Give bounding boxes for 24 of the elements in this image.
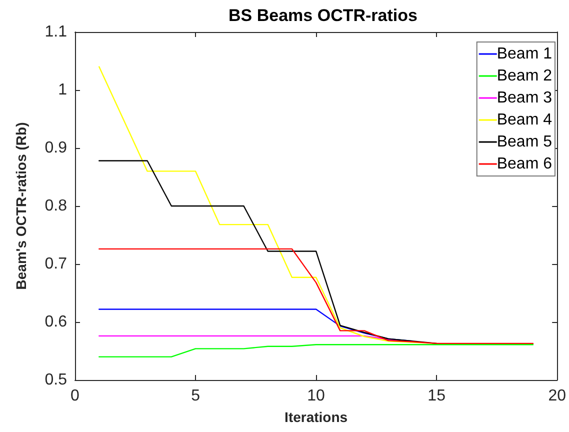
x-tick-label: 0 bbox=[70, 388, 80, 404]
chart-title: BS Beams OCTR-ratios bbox=[228, 6, 418, 25]
y-tick-label: 0.6 bbox=[44, 314, 68, 330]
y-tick-label: 0.7 bbox=[44, 256, 68, 272]
y-axis-title: Beam's OCTR-ratios (Rb) bbox=[13, 122, 29, 290]
x-tick-label: 15 bbox=[428, 388, 446, 404]
line-series bbox=[98, 160, 438, 344]
legend-label: Beam 3 bbox=[496, 90, 552, 106]
line-series bbox=[98, 248, 534, 344]
legend-label: Beam 5 bbox=[496, 134, 552, 150]
y-tick-label: 0.9 bbox=[44, 140, 68, 156]
y-tick-label: 1.1 bbox=[44, 24, 68, 40]
x-tick-label: 20 bbox=[548, 388, 566, 404]
x-tick-label: 10 bbox=[307, 388, 326, 404]
y-tick-label: 0.5 bbox=[44, 372, 68, 388]
y-tick-label: 1 bbox=[58, 82, 68, 98]
x-tick-label: 5 bbox=[191, 388, 200, 404]
x-axis-title: Iterations bbox=[284, 409, 348, 425]
legend-label: Beam 1 bbox=[496, 46, 552, 62]
legend-label: Beam 4 bbox=[496, 112, 552, 128]
line-series bbox=[98, 344, 534, 358]
y-tick-label: 0.8 bbox=[44, 198, 68, 214]
legend-label: Beam 2 bbox=[496, 68, 552, 84]
legend-label: Beam 6 bbox=[496, 156, 552, 172]
